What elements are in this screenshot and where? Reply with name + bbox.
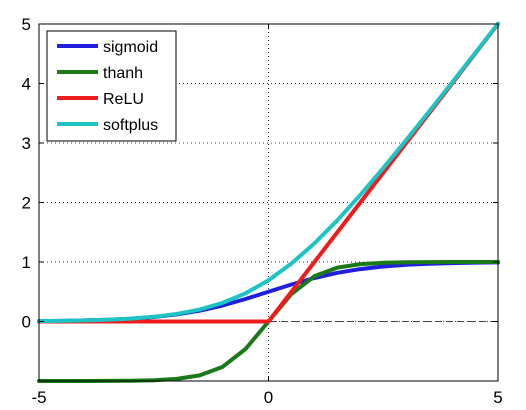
legend-label-relu: ReLU — [103, 91, 144, 108]
y-tick-label: 4 — [22, 75, 31, 94]
x-tick-label: -5 — [31, 388, 46, 407]
legend-label-sigmoid: sigmoid — [103, 39, 158, 56]
legend-label-softplus: softplus — [103, 117, 158, 134]
y-tick-label: 2 — [22, 194, 31, 213]
y-tick-label: 0 — [22, 313, 31, 332]
y-tick-label: 1 — [22, 253, 31, 272]
legend-label-thanh: thanh — [103, 65, 143, 82]
x-tick-label: 5 — [493, 388, 502, 407]
legend: sigmoid thanh ReLU softplus — [46, 30, 177, 142]
x-tick-label: 0 — [264, 388, 273, 407]
y-tick-label: 5 — [22, 15, 31, 34]
y-tick-label: 3 — [22, 134, 31, 153]
axis-ticks: -5 0 5 0 1 2 3 4 5 — [22, 15, 503, 407]
series-line-softplus — [37, 21, 500, 324]
